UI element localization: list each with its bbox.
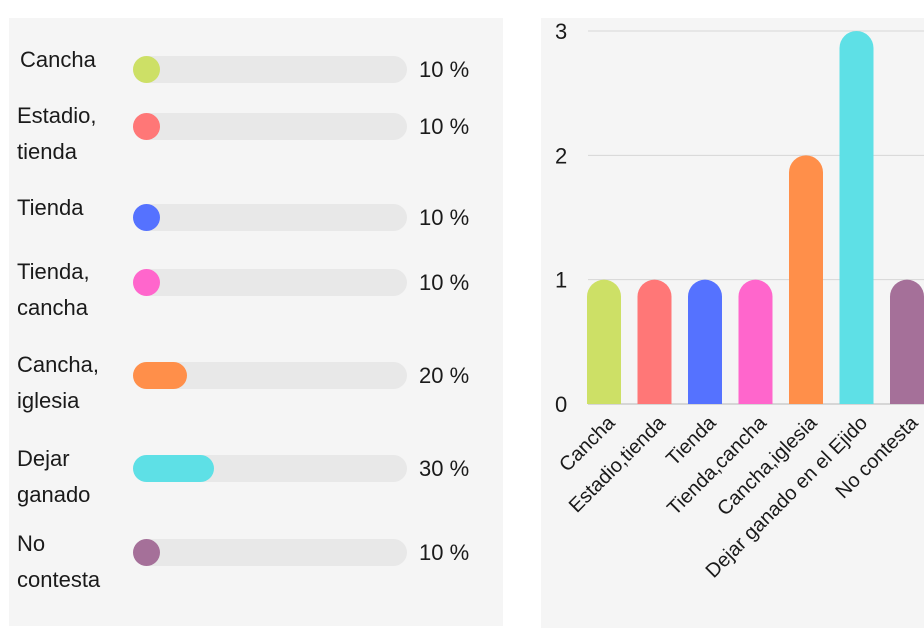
bar-chart-panel: 0 1 2 3 Cancha Estadio,tienda Tienda Tienda,can… [541,18,924,628]
progress-fill [133,362,187,389]
row-label: No contesta [17,531,101,592]
bar [738,279,773,404]
progress-fill [133,56,160,83]
progress-fill [133,113,160,140]
progress-fill [133,269,160,296]
percentage-row: Estadio, tienda 10 % [9,98,503,178]
y-tick-label: 2 [555,143,567,168]
progress-fill [133,204,160,231]
percentage-row: Dejar ganado 30 % [9,441,503,521]
y-tick-label: 3 [555,19,567,44]
progress-fill [133,455,214,482]
progress-track [133,56,407,83]
progress-fill [133,539,160,566]
bar-chart: 0123CanchaEstadio,tiendaTiendaTienda,can… [555,19,924,582]
bar [890,279,924,404]
progress-track [133,455,407,482]
percent-value: 10 % [419,57,470,82]
percentage-row: Cancha 10 % [9,42,503,122]
progress-track [133,113,407,140]
row-label: Cancha, iglesia [17,352,99,413]
percent-value: 10 % [419,270,470,295]
row-label: Estadio, tienda [17,103,97,164]
percentage-row: Tienda, cancha 10 % [9,254,503,334]
percent-value: 30 % [419,456,470,481]
bar [637,279,672,404]
y-tick-label: 0 [555,392,567,417]
row-label: Tienda, cancha [17,259,90,320]
row-label: Tienda [17,195,84,220]
percentage-bar-panel: Cancha 10 % Estadio, tienda 10 % Tienda 10 % T… [9,18,503,626]
percentage-row: No contesta 10 % [9,526,503,606]
progress-track [133,269,407,296]
progress-track [133,539,407,566]
percent-value: 10 % [419,114,470,139]
percentage-row: Cancha, iglesia 20 % [9,347,503,427]
bar [587,279,621,404]
progress-track [133,204,407,231]
row-label: Cancha [20,47,96,72]
bar [688,279,722,404]
row-label: Dejar ganado [17,446,91,507]
progress-track [133,362,407,389]
bar [839,31,874,404]
percentage-row: Tienda 10 % [9,190,503,270]
percent-value: 10 % [419,205,470,230]
percent-value: 10 % [419,540,470,565]
percent-value: 20 % [419,363,470,388]
bar [789,155,823,404]
y-tick-label: 1 [555,268,567,293]
